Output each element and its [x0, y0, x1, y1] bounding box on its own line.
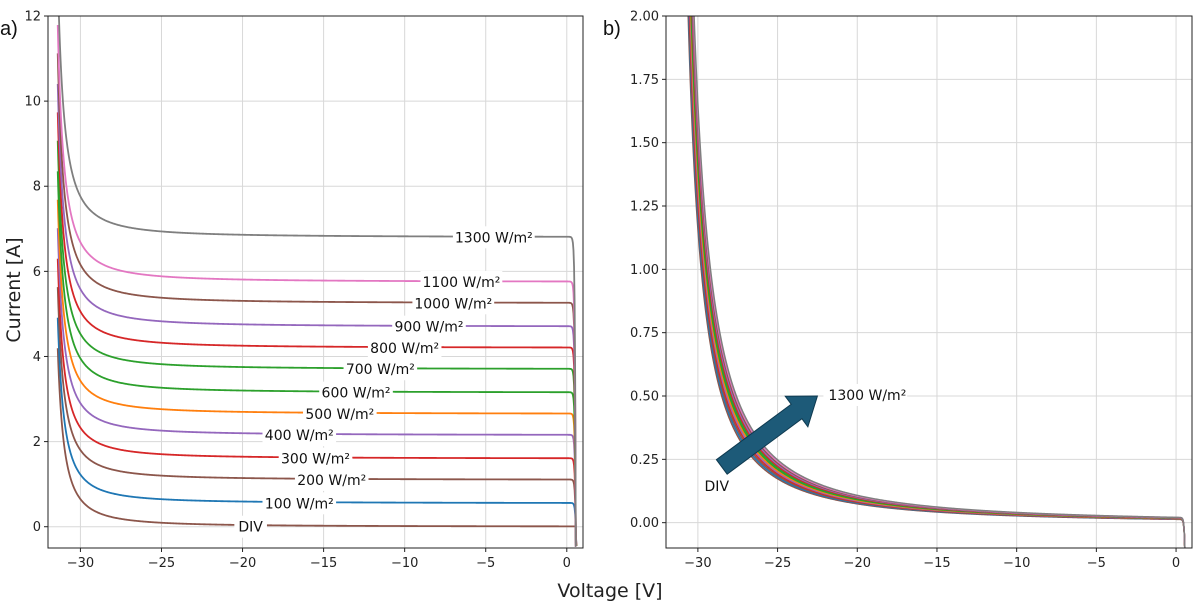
curve-label: 700 W/m²	[346, 362, 415, 378]
panel-a-series-line	[56, 140, 578, 547]
panel-label-a: a)	[0, 18, 18, 40]
panel-b-x-tick-label: −10	[1003, 556, 1030, 571]
irradiance-arrow	[715, 395, 819, 475]
panel-a-y-tick-label: 12	[24, 10, 41, 25]
panel-label-b: b)	[603, 18, 621, 40]
curve-label-background	[262, 492, 337, 515]
panel-b-x-tick-label: −5	[1087, 556, 1106, 571]
curve-label: 200 W/m²	[297, 473, 366, 489]
curve-label: 400 W/m²	[265, 428, 334, 444]
panel-a-y-tick-label: 8	[33, 180, 41, 195]
curve-label-background	[294, 468, 369, 491]
arrow-start-label: DIV	[705, 479, 730, 495]
curve-label-background	[392, 315, 466, 338]
panel-a-x-tick-label: −30	[67, 556, 94, 571]
arrow-end-label: 1300 W/m²	[828, 388, 906, 404]
panel-b-x-tick-label: −15	[923, 556, 950, 571]
panel-a-x-tick-label: −25	[148, 556, 175, 571]
curve-label: 300 W/m²	[281, 452, 350, 468]
curve-label-background	[452, 226, 535, 249]
panel-a-x-tick-label: −5	[476, 556, 495, 571]
panel-b-curves	[687, 16, 1186, 548]
curve-label: 1100 W/m²	[422, 275, 500, 291]
panel-a-series-line	[56, 83, 577, 547]
panel-b-y-tick-label: 0.00	[630, 516, 659, 531]
panel-a-x-tick-label: −10	[391, 556, 418, 571]
panel-a-y-tick-label: 2	[33, 435, 41, 450]
y-axis-label: Current [A]	[3, 237, 25, 342]
curve-label-background	[319, 381, 393, 404]
panel-b-y-tick-label: 0.50	[630, 390, 659, 405]
panel-b-y-tick-label: 1.25	[630, 200, 659, 215]
x-axis-label: Voltage [V]	[557, 580, 662, 602]
panel-b-frame	[665, 15, 1193, 549]
curve-label: 900 W/m²	[394, 320, 463, 336]
panel-b-x-tick-label: −30	[684, 556, 711, 571]
panel-b-plot-background	[666, 16, 1192, 548]
arrow-end-label-background	[823, 384, 908, 406]
panel-b: −30 −25 −20 −15 −10 −5 0 0.00 0.25 0.50 0.75 1.00 1.…	[630, 10, 1193, 571]
panel-a-y-tick-label: 4	[33, 350, 41, 365]
curve-label: 600 W/m²	[322, 386, 391, 402]
panel-b-y-tick-label: 1.75	[630, 73, 659, 88]
curve-label-background	[412, 292, 495, 315]
panel-a-series-line	[56, 112, 578, 547]
panel-b-y-tick-label: 2.00	[630, 10, 659, 25]
curve-label: DIV	[238, 520, 263, 536]
curve-label: 500 W/m²	[305, 407, 374, 423]
curve-label-background	[234, 515, 267, 538]
panel-b-y-tick-label: 0.25	[630, 453, 659, 468]
panel-a-series-line	[56, 171, 578, 546]
curve-label-background	[303, 402, 377, 425]
curve-label: 100 W/m²	[265, 496, 334, 512]
panel-a-y-tick-label: 6	[33, 265, 41, 280]
panel-b-series-line	[693, 16, 1186, 548]
panel-a-x-tick-label: −20	[229, 556, 256, 571]
panel-a-y-tick-label: 10	[24, 95, 41, 110]
curve-label: 1000 W/m²	[414, 296, 492, 312]
panel-b-y-tick-label: 0.75	[630, 326, 659, 341]
panel-b-x-tick-label: −20	[844, 556, 871, 571]
curve-label-background	[420, 271, 503, 293]
panel-a-x-tick-label: −15	[310, 556, 337, 571]
panel-a-series-line	[56, 348, 577, 528]
curve-label-background	[367, 336, 442, 359]
curve-label-background	[278, 447, 353, 470]
curve-label: 1300 W/m²	[455, 230, 533, 246]
panel-b-x-tick-label: −25	[764, 556, 791, 571]
curve-label-background	[343, 358, 418, 381]
panel-b-y-tick-label: 1.50	[630, 136, 659, 151]
panel-a-x-tick-label: 0	[563, 556, 571, 571]
panel-a-y-tick-label: 0	[33, 520, 41, 535]
curve-label-background	[262, 424, 337, 447]
arrow-shape	[715, 395, 819, 475]
panel-b-y-tick-label: 1.00	[630, 263, 659, 278]
panel-a-frame	[47, 15, 584, 549]
panel-b-x-tick-label: 0	[1172, 556, 1180, 571]
curve-label: 800 W/m²	[370, 341, 439, 357]
